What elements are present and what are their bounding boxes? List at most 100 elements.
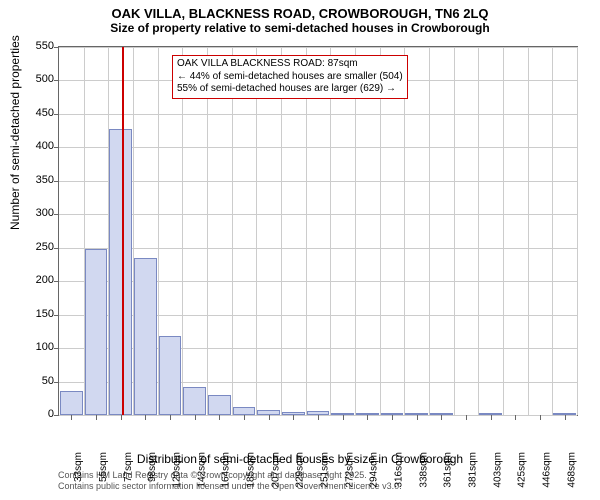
y-tick-mark	[54, 348, 59, 349]
y-tick-label: 550	[14, 40, 54, 52]
y-tick-label: 500	[14, 73, 54, 85]
x-tick-label: 361sqm	[443, 452, 454, 488]
annotation-line1: OAK VILLA BLACKNESS ROAD: 87sqm	[177, 58, 403, 71]
x-tick-label: 446sqm	[542, 452, 553, 488]
gridline-v	[232, 47, 233, 415]
x-tick-label: 142sqm	[196, 452, 207, 488]
x-tick-mark	[367, 415, 368, 420]
x-tick-mark	[71, 415, 72, 420]
gridline-v	[355, 47, 356, 415]
annotation-line3: 55% of semi-detached houses are larger (…	[177, 83, 403, 96]
x-tick-mark	[318, 415, 319, 420]
x-tick-mark	[565, 415, 566, 420]
histogram-bar	[430, 413, 453, 415]
gridline-h	[59, 248, 577, 249]
histogram-bar	[282, 412, 305, 415]
histogram-bar	[479, 413, 502, 415]
plot-area: OAK VILLA BLACKNESS ROAD: 87sqm← 44% of …	[58, 46, 578, 416]
title-block: OAK VILLA, BLACKNESS ROAD, CROWBOROUGH, …	[0, 0, 600, 35]
x-tick-mark	[170, 415, 171, 420]
y-tick-mark	[54, 415, 59, 416]
gridline-v	[429, 47, 430, 415]
x-tick-label: 316sqm	[394, 452, 405, 488]
x-tick-mark	[219, 415, 220, 420]
x-tick-label: 425sqm	[517, 452, 528, 488]
y-tick-mark	[54, 181, 59, 182]
x-tick-mark	[96, 415, 97, 420]
chart-container: OAK VILLA, BLACKNESS ROAD, CROWBOROUGH, …	[0, 0, 600, 500]
y-tick-mark	[54, 315, 59, 316]
x-tick-label: 98sqm	[147, 452, 158, 482]
gridline-v	[330, 47, 331, 415]
x-tick-mark	[491, 415, 492, 420]
x-tick-label: 229sqm	[295, 452, 306, 488]
histogram-bar	[233, 407, 256, 415]
gridline-v	[281, 47, 282, 415]
gridline-v	[380, 47, 381, 415]
y-tick-label: 350	[14, 174, 54, 186]
x-tick-mark	[466, 415, 467, 420]
x-tick-mark	[121, 415, 122, 420]
gridline-h	[59, 214, 577, 215]
histogram-bar	[208, 395, 231, 415]
y-tick-mark	[54, 281, 59, 282]
x-tick-label: 185sqm	[246, 452, 257, 488]
gridline-v	[182, 47, 183, 415]
x-tick-label: 55sqm	[98, 452, 109, 482]
x-tick-label: 381sqm	[468, 452, 479, 488]
x-tick-mark	[417, 415, 418, 420]
histogram-bar	[159, 336, 182, 415]
x-tick-label: 77sqm	[123, 452, 134, 482]
property-marker-line	[122, 47, 124, 415]
gridline-v	[552, 47, 553, 415]
histogram-bar	[257, 410, 280, 415]
gridline-v	[454, 47, 455, 415]
histogram-bar	[85, 249, 108, 415]
y-tick-mark	[54, 147, 59, 148]
y-tick-label: 450	[14, 107, 54, 119]
x-tick-label: 207sqm	[270, 452, 281, 488]
x-tick-mark	[441, 415, 442, 420]
x-tick-mark	[515, 415, 516, 420]
x-tick-mark	[540, 415, 541, 420]
x-tick-label: 468sqm	[566, 452, 577, 488]
x-tick-label: 294sqm	[369, 452, 380, 488]
y-tick-label: 300	[14, 207, 54, 219]
x-tick-mark	[244, 415, 245, 420]
y-tick-label: 50	[14, 375, 54, 387]
histogram-bar	[183, 387, 206, 415]
y-tick-label: 400	[14, 140, 54, 152]
histogram-bar	[553, 413, 576, 415]
annotation-box: OAK VILLA BLACKNESS ROAD: 87sqm← 44% of …	[172, 55, 408, 99]
gridline-v	[478, 47, 479, 415]
y-tick-label: 150	[14, 308, 54, 320]
annotation-line2: ← 44% of semi-detached houses are smalle…	[177, 71, 403, 84]
y-tick-mark	[54, 214, 59, 215]
gridline-v	[256, 47, 257, 415]
histogram-bar	[109, 129, 132, 415]
gridline-v	[207, 47, 208, 415]
gridline-v	[528, 47, 529, 415]
gridline-h	[59, 47, 577, 48]
gridline-h	[59, 181, 577, 182]
histogram-bar	[331, 413, 354, 415]
gridline-v	[306, 47, 307, 415]
y-tick-label: 200	[14, 274, 54, 286]
y-tick-label: 0	[14, 408, 54, 420]
x-tick-mark	[269, 415, 270, 420]
y-tick-mark	[54, 47, 59, 48]
x-tick-label: 164sqm	[221, 452, 232, 488]
x-tick-label: 338sqm	[418, 452, 429, 488]
x-tick-label: 272sqm	[344, 452, 355, 488]
chart-subtitle: Size of property relative to semi-detach…	[0, 21, 600, 35]
x-tick-label: 251sqm	[320, 452, 331, 488]
y-tick-label: 100	[14, 341, 54, 353]
y-tick-label: 250	[14, 241, 54, 253]
chart-title: OAK VILLA, BLACKNESS ROAD, CROWBOROUGH, …	[0, 6, 600, 21]
y-tick-mark	[54, 248, 59, 249]
gridline-h	[59, 147, 577, 148]
histogram-bar	[405, 413, 428, 415]
x-tick-mark	[195, 415, 196, 420]
x-tick-label: 33sqm	[73, 452, 84, 482]
gridline-h	[59, 114, 577, 115]
